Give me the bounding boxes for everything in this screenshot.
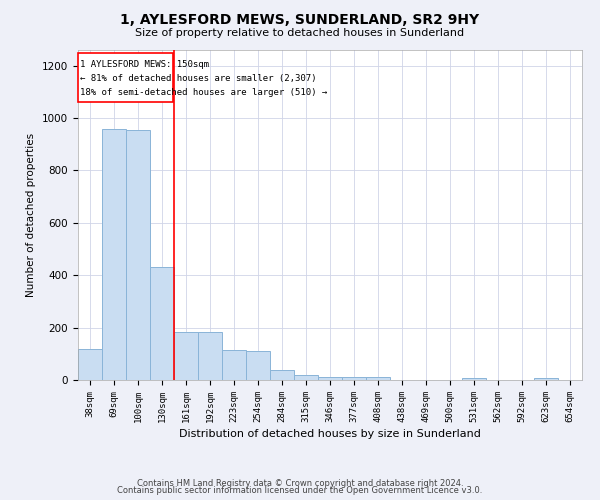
Bar [150, 268, 174, 380]
Bar [174, 332, 198, 380]
Bar [198, 332, 222, 380]
Bar [318, 378, 342, 380]
Bar [270, 370, 294, 380]
Text: ← 81% of detached houses are smaller (2,307): ← 81% of detached houses are smaller (2,… [80, 74, 317, 83]
Text: Size of property relative to detached houses in Sunderland: Size of property relative to detached ho… [136, 28, 464, 38]
Bar [462, 378, 486, 380]
Bar [102, 128, 126, 380]
Text: Contains public sector information licensed under the Open Government Licence v3: Contains public sector information licen… [118, 486, 482, 495]
Bar [222, 350, 246, 380]
Bar [246, 350, 270, 380]
Bar [294, 375, 318, 380]
Bar [366, 377, 390, 380]
Y-axis label: Number of detached properties: Number of detached properties [26, 133, 37, 297]
Text: 1, AYLESFORD MEWS, SUNDERLAND, SR2 9HY: 1, AYLESFORD MEWS, SUNDERLAND, SR2 9HY [121, 12, 479, 26]
Bar [534, 378, 558, 380]
Bar [342, 377, 366, 380]
FancyBboxPatch shape [78, 52, 173, 102]
Text: 18% of semi-detached houses are larger (510) →: 18% of semi-detached houses are larger (… [80, 88, 328, 97]
Bar [78, 348, 102, 380]
X-axis label: Distribution of detached houses by size in Sunderland: Distribution of detached houses by size … [179, 429, 481, 439]
Bar [126, 130, 150, 380]
Text: Contains HM Land Registry data © Crown copyright and database right 2024.: Contains HM Land Registry data © Crown c… [137, 478, 463, 488]
Text: 1 AYLESFORD MEWS: 150sqm: 1 AYLESFORD MEWS: 150sqm [80, 60, 209, 69]
